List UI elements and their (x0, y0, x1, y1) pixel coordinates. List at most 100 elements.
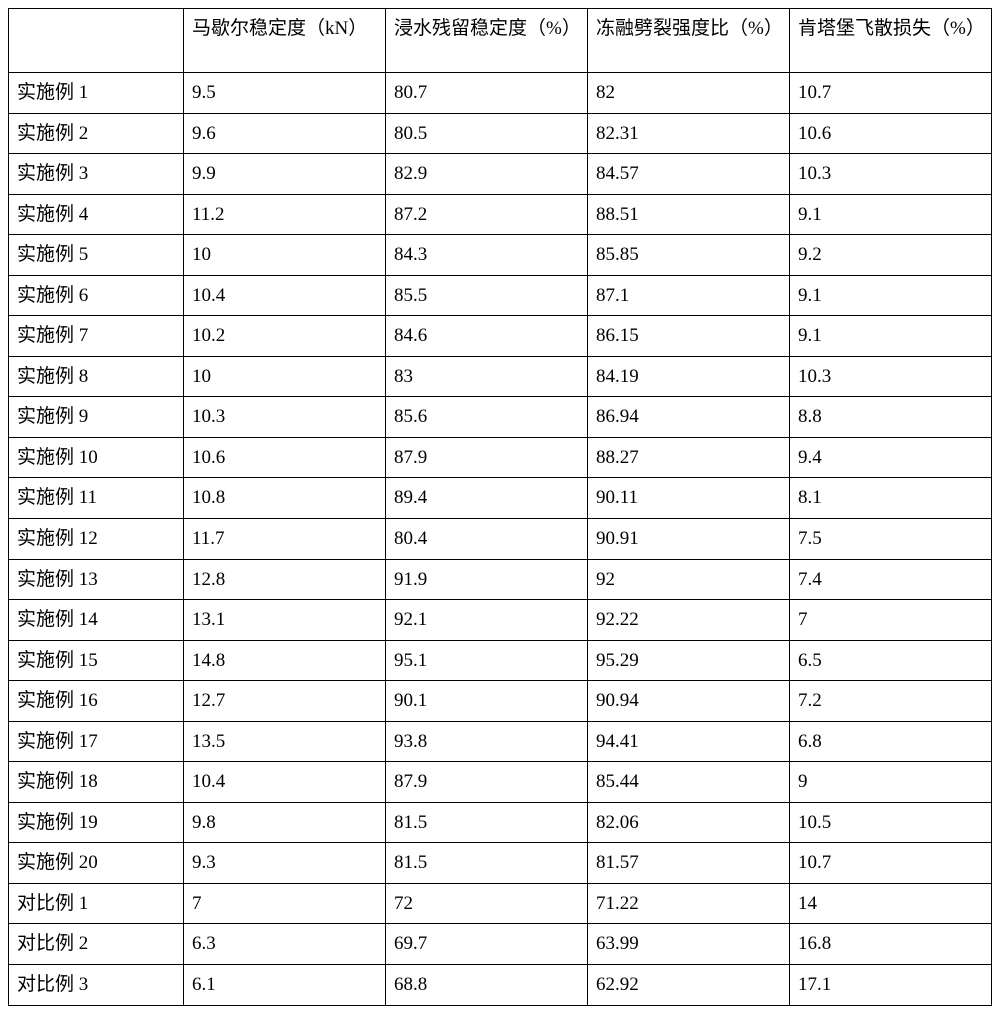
table-row: 实施例 1110.889.490.118.1 (9, 478, 992, 519)
table-row: 对比例 36.168.862.9217.1 (9, 965, 992, 1006)
data-cell: 6.8 (790, 721, 992, 762)
data-cell: 95.1 (386, 640, 588, 681)
data-cell: 84.19 (588, 356, 790, 397)
data-cell: 10.2 (184, 316, 386, 357)
data-cell: 85.85 (588, 235, 790, 276)
data-cell: 10.8 (184, 478, 386, 519)
data-cell: 85.6 (386, 397, 588, 438)
data-cell: 89.4 (386, 478, 588, 519)
data-cell: 9.6 (184, 113, 386, 154)
data-cell: 10.3 (790, 154, 992, 195)
data-cell: 11.2 (184, 194, 386, 235)
data-cell: 10 (184, 356, 386, 397)
header-row: 马歇尔稳定度（kN） 浸水残留稳定度（%） 冻融劈裂强度比（%） 肯塔堡飞散损失… (9, 9, 992, 73)
data-cell: 86.94 (588, 397, 790, 438)
row-label-cell: 实施例 7 (9, 316, 184, 357)
data-cell: 94.41 (588, 721, 790, 762)
data-cell: 82.06 (588, 802, 790, 843)
data-cell: 92 (588, 559, 790, 600)
data-cell: 71.22 (588, 883, 790, 924)
row-label-cell: 实施例 17 (9, 721, 184, 762)
row-label-cell: 实施例 16 (9, 681, 184, 722)
header-cell-immersion: 浸水残留稳定度（%） (386, 9, 588, 73)
data-cell: 62.92 (588, 965, 790, 1006)
table-header: 马歇尔稳定度（kN） 浸水残留稳定度（%） 冻融劈裂强度比（%） 肯塔堡飞散损失… (9, 9, 992, 73)
table-row: 实施例 411.287.288.519.1 (9, 194, 992, 235)
data-cell: 90.94 (588, 681, 790, 722)
table-row: 实施例 710.284.686.159.1 (9, 316, 992, 357)
data-cell: 87.9 (386, 762, 588, 803)
data-cell: 10.6 (790, 113, 992, 154)
table-row: 实施例 8108384.1910.3 (9, 356, 992, 397)
data-cell: 80.7 (386, 73, 588, 114)
row-label-cell: 实施例 5 (9, 235, 184, 276)
data-cell: 81.5 (386, 843, 588, 884)
data-cell: 17.1 (790, 965, 992, 1006)
table-row: 实施例 1514.895.195.296.5 (9, 640, 992, 681)
table-row: 实施例 1413.192.192.227 (9, 600, 992, 641)
table-row: 实施例 1810.487.985.449 (9, 762, 992, 803)
data-cell: 87.1 (588, 275, 790, 316)
data-cell: 90.1 (386, 681, 588, 722)
table-row: 实施例 29.680.582.3110.6 (9, 113, 992, 154)
data-cell: 10.4 (184, 762, 386, 803)
data-cell: 10.7 (790, 73, 992, 114)
row-label-cell: 实施例 15 (9, 640, 184, 681)
data-cell: 91.9 (386, 559, 588, 600)
data-cell: 92.22 (588, 600, 790, 641)
table-row: 实施例 39.982.984.5710.3 (9, 154, 992, 195)
row-label-cell: 实施例 18 (9, 762, 184, 803)
data-cell: 84.3 (386, 235, 588, 276)
data-cell: 63.99 (588, 924, 790, 965)
row-label-cell: 实施例 13 (9, 559, 184, 600)
data-cell: 12.7 (184, 681, 386, 722)
data-cell: 9.8 (184, 802, 386, 843)
row-label-cell: 实施例 9 (9, 397, 184, 438)
table-row: 实施例 610.485.587.19.1 (9, 275, 992, 316)
data-cell: 81.57 (588, 843, 790, 884)
data-cell: 9.5 (184, 73, 386, 114)
data-cell: 90.11 (588, 478, 790, 519)
data-cell: 82 (588, 73, 790, 114)
data-cell: 9.1 (790, 194, 992, 235)
data-cell: 82.31 (588, 113, 790, 154)
row-label-cell: 实施例 11 (9, 478, 184, 519)
data-cell: 13.1 (184, 600, 386, 641)
table-row: 实施例 1612.790.190.947.2 (9, 681, 992, 722)
data-cell: 10 (184, 235, 386, 276)
data-cell: 11.7 (184, 519, 386, 560)
row-label-cell: 实施例 8 (9, 356, 184, 397)
data-cell: 81.5 (386, 802, 588, 843)
data-cell: 7.4 (790, 559, 992, 600)
row-label-cell: 实施例 10 (9, 437, 184, 478)
table-body: 实施例 19.580.78210.7实施例 29.680.582.3110.6实… (9, 73, 992, 1006)
row-label-cell: 实施例 6 (9, 275, 184, 316)
data-cell: 8.8 (790, 397, 992, 438)
data-cell: 9 (790, 762, 992, 803)
data-cell: 86.15 (588, 316, 790, 357)
data-cell: 9.1 (790, 316, 992, 357)
row-label-cell: 实施例 14 (9, 600, 184, 641)
data-cell: 10.3 (790, 356, 992, 397)
data-cell: 88.51 (588, 194, 790, 235)
data-cell: 87.2 (386, 194, 588, 235)
data-cell: 84.6 (386, 316, 588, 357)
row-label-cell: 实施例 2 (9, 113, 184, 154)
data-cell: 69.7 (386, 924, 588, 965)
table-row: 实施例 1312.891.9927.4 (9, 559, 992, 600)
data-cell: 82.9 (386, 154, 588, 195)
data-cell: 7.5 (790, 519, 992, 560)
data-cell: 83 (386, 356, 588, 397)
data-cell: 14.8 (184, 640, 386, 681)
data-cell: 8.1 (790, 478, 992, 519)
data-cell: 10.3 (184, 397, 386, 438)
data-cell: 10.5 (790, 802, 992, 843)
row-label-cell: 对比例 3 (9, 965, 184, 1006)
data-cell: 16.8 (790, 924, 992, 965)
data-cell: 10.4 (184, 275, 386, 316)
data-cell: 6.1 (184, 965, 386, 1006)
data-cell: 9.3 (184, 843, 386, 884)
data-cell: 93.8 (386, 721, 588, 762)
table-row: 实施例 1713.593.894.416.8 (9, 721, 992, 762)
table-row: 对比例 177271.2214 (9, 883, 992, 924)
